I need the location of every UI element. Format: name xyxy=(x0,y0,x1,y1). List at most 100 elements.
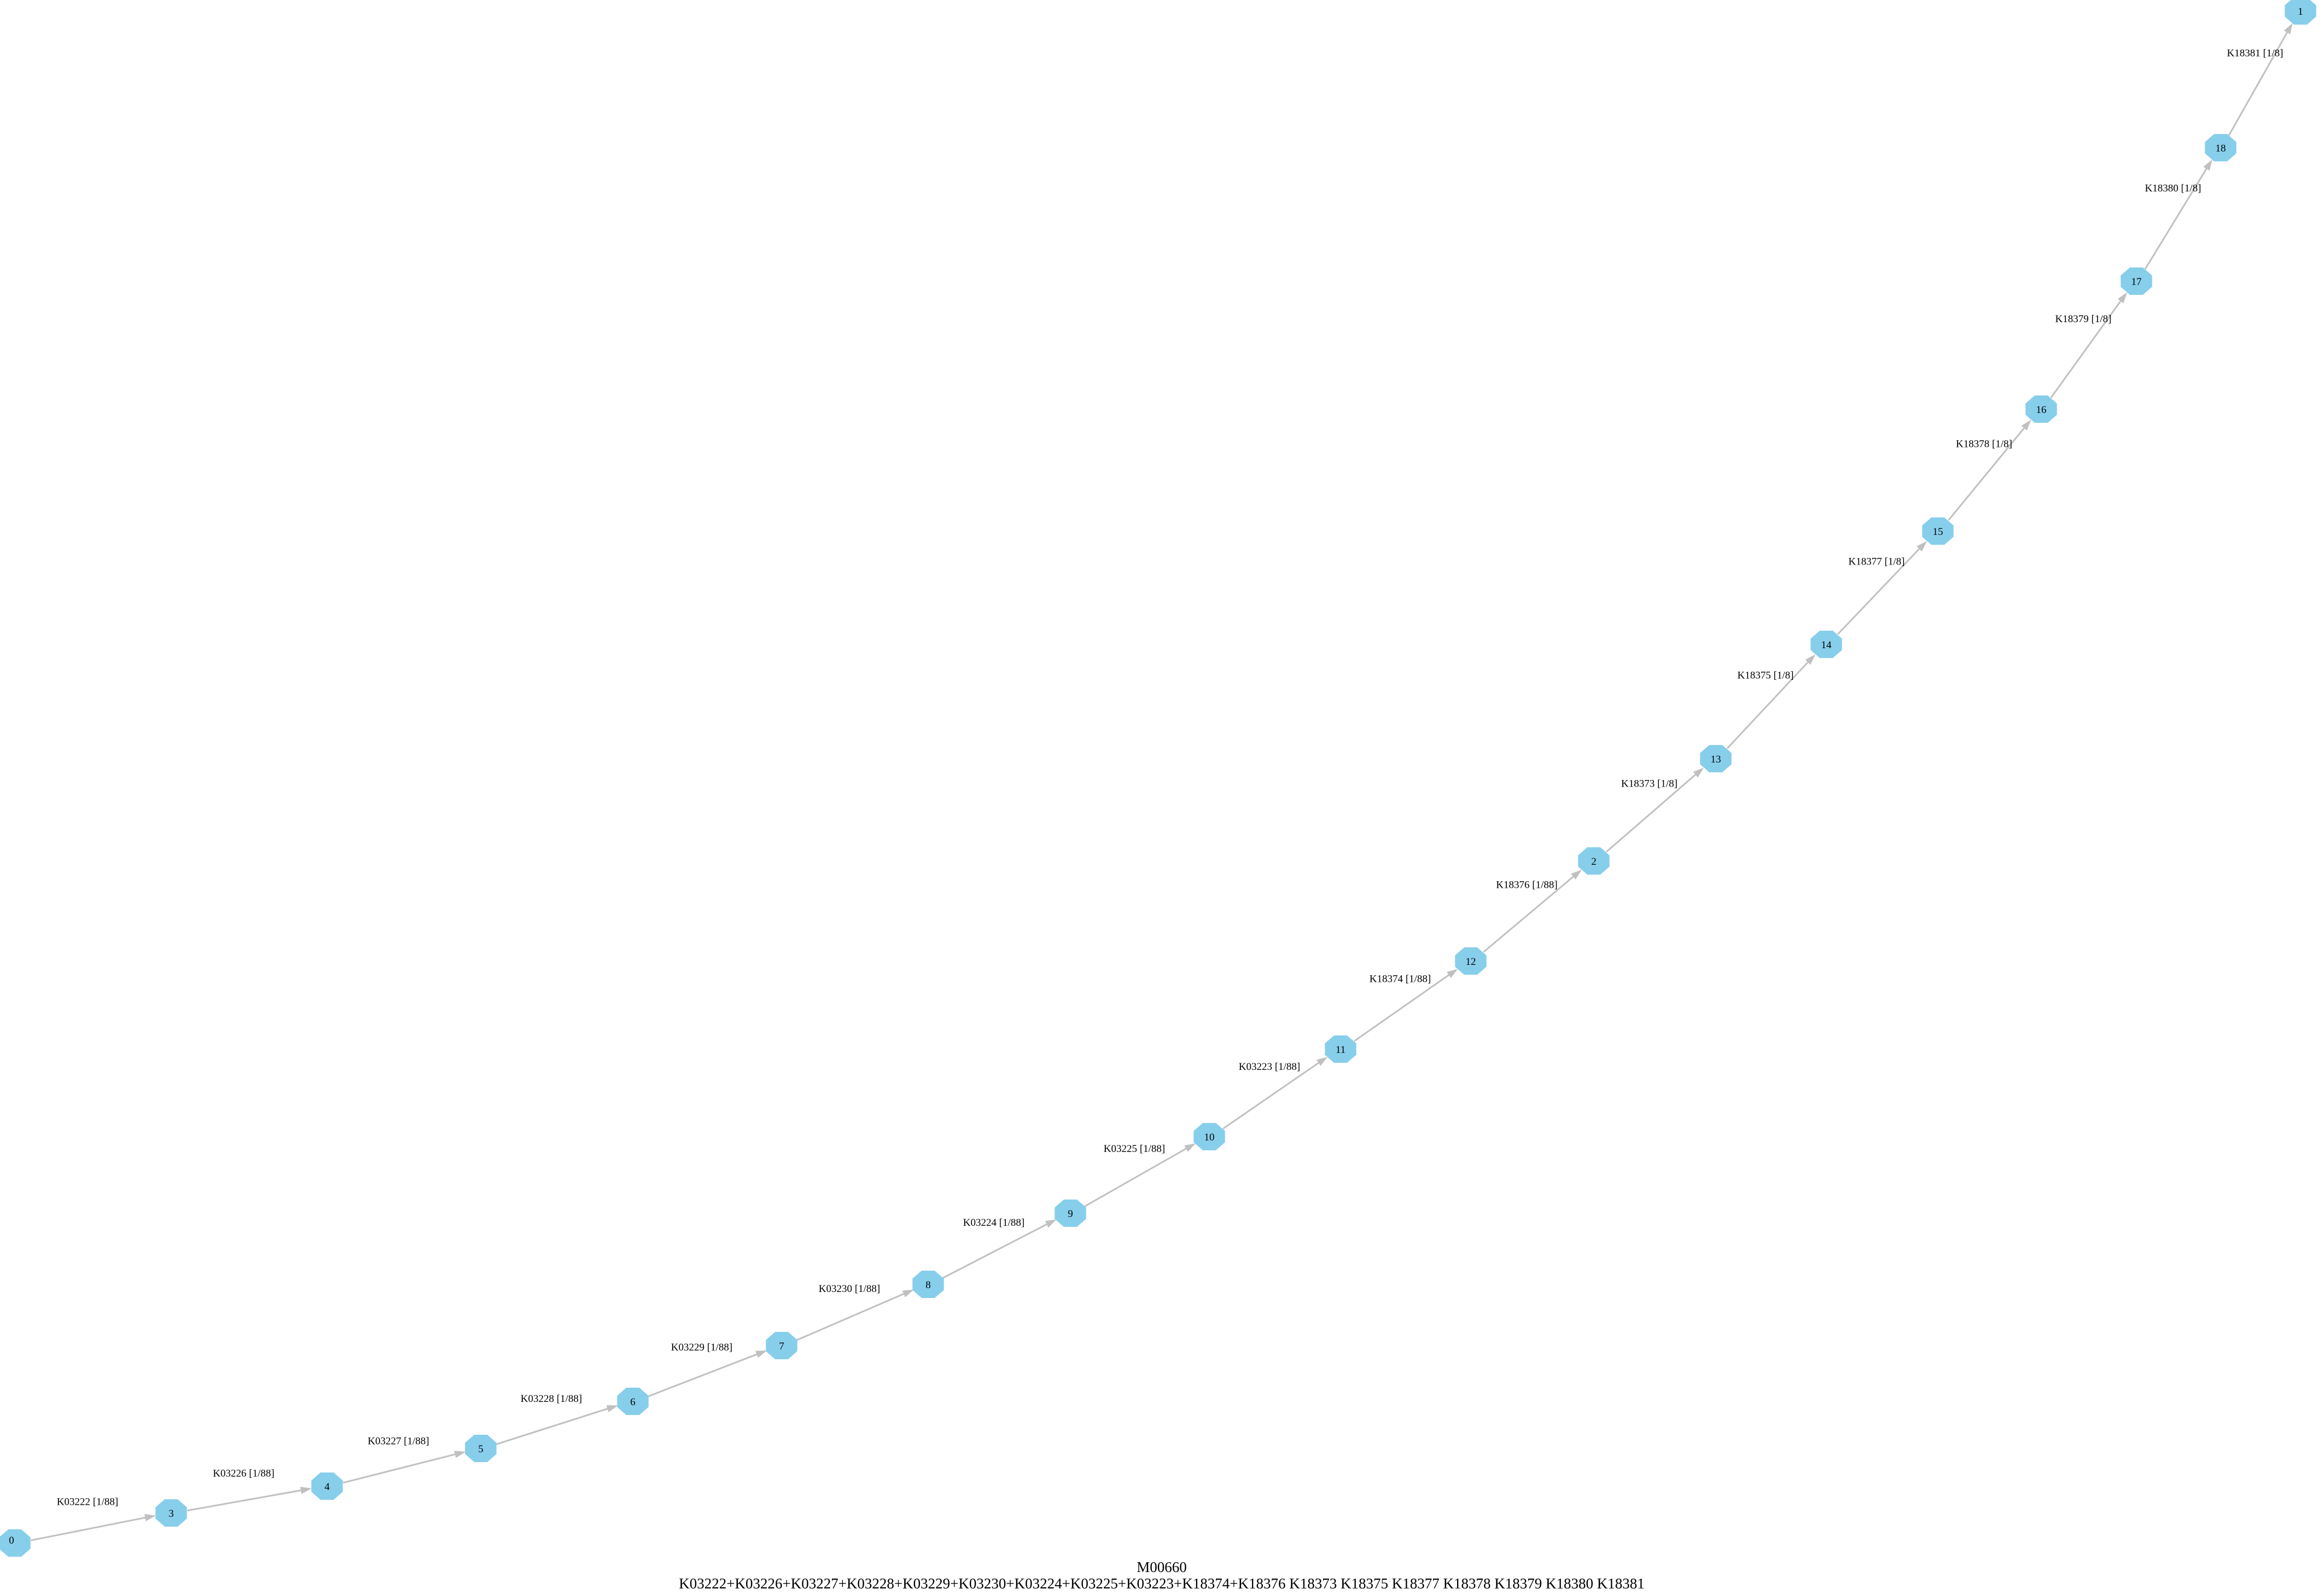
octagon-node-icon xyxy=(2025,395,2057,423)
arrowhead-icon xyxy=(2117,292,2128,304)
arrowhead-icon xyxy=(755,1350,767,1358)
node-15: 15 xyxy=(1922,517,1954,545)
edge-label-k03224-1-88: K03224 [1/88] xyxy=(963,1217,1024,1229)
node-label: 3 xyxy=(168,1508,174,1520)
edge-label-k18375-1-8: K18375 [1/8] xyxy=(1738,670,1794,682)
edge-line xyxy=(1606,773,1697,853)
edge-0-3: K03222 [1/88] xyxy=(31,1497,156,1541)
node-14: 14 xyxy=(1810,631,1842,658)
node-1: 1 xyxy=(2285,0,2316,25)
edge-line xyxy=(796,1293,905,1341)
edge-17-18: K18380 [1/8] xyxy=(2144,159,2212,270)
arrowhead-icon xyxy=(1184,1143,1196,1152)
node-label: 10 xyxy=(1204,1132,1215,1143)
arrowhead-icon xyxy=(2284,22,2293,34)
edge-label-k18373-1-8: K18373 [1/8] xyxy=(1621,778,1678,790)
edge-line xyxy=(1726,661,1809,749)
octagon-node-icon xyxy=(0,1529,31,1557)
edge-label-k03228-1-88: K03228 [1/88] xyxy=(521,1393,582,1405)
node-9: 9 xyxy=(1055,1200,1086,1227)
octagon-node-icon xyxy=(1455,947,1487,975)
edge-line xyxy=(496,1407,608,1445)
node-13: 13 xyxy=(1700,745,1732,772)
edge-14-15: K18377 [1/8] xyxy=(1837,541,1927,635)
edge-9-10: K03225 [1/88] xyxy=(1084,1143,1196,1207)
node-label: 11 xyxy=(1336,1044,1346,1056)
node-label: 17 xyxy=(2131,276,2142,288)
edge-2-13: K18373 [1/8] xyxy=(1606,767,1704,853)
arrowhead-icon xyxy=(1693,767,1704,778)
arrowhead-icon xyxy=(2203,159,2212,171)
edge-line xyxy=(1483,876,1574,953)
node-label: 15 xyxy=(1933,526,1943,538)
arrowhead-icon xyxy=(144,1514,156,1522)
edge-label-k03223-1-88: K03223 [1/88] xyxy=(1239,1061,1300,1073)
edge-15-16: K18378 [1/8] xyxy=(1948,420,2031,521)
arrowhead-icon xyxy=(902,1289,914,1297)
node-8: 8 xyxy=(912,1271,944,1298)
arrowhead-icon xyxy=(454,1451,466,1458)
node-10: 10 xyxy=(1193,1123,1225,1150)
edge-8-9: K03224 [1/88] xyxy=(942,1217,1057,1279)
octagon-node-icon xyxy=(1700,745,1732,772)
octagon-node-icon xyxy=(1922,517,1954,545)
octagon-node-icon xyxy=(1578,847,1610,875)
edge-line xyxy=(1222,1062,1319,1130)
edge-7-8: K03230 [1/88] xyxy=(796,1283,914,1341)
octagon-node-icon xyxy=(912,1271,944,1298)
edge-6-7: K03229 [1/88] xyxy=(648,1342,767,1398)
edge-label-k03225-1-88: K03225 [1/88] xyxy=(1104,1143,1165,1155)
octagon-node-icon xyxy=(1810,631,1842,658)
edge-label-k18377-1-8: K18377 [1/8] xyxy=(1849,556,1905,568)
node-label: 14 xyxy=(1821,639,1832,651)
node-3: 3 xyxy=(155,1499,187,1527)
node-11: 11 xyxy=(1325,1035,1356,1063)
edge-13-14: K18375 [1/8] xyxy=(1726,654,1816,749)
edge-16-17: K18379 [1/8] xyxy=(2050,292,2128,399)
octagon-node-icon xyxy=(1055,1200,1086,1227)
edge-label-k18374-1-88: K18374 [1/88] xyxy=(1370,974,1431,985)
edge-label-k03226-1-88: K03226 [1/88] xyxy=(213,1468,274,1480)
node-0: 0 xyxy=(0,1529,31,1557)
node-18: 18 xyxy=(2205,134,2236,161)
edge-5-6: K03228 [1/88] xyxy=(496,1393,618,1445)
node-label: 6 xyxy=(630,1396,636,1408)
edge-12-2: K18376 [1/88] xyxy=(1483,870,1582,953)
edge-line xyxy=(2050,300,2122,399)
edge-line xyxy=(1353,974,1450,1042)
octagon-node-icon xyxy=(2121,267,2152,295)
node-6: 6 xyxy=(617,1388,649,1415)
node-label: 1 xyxy=(2298,6,2303,18)
octagon-node-icon xyxy=(766,1332,797,1359)
edges-layer: K03222 [1/88] K03226 [1/88] K03227 [1/88] K… xyxy=(31,22,2293,1541)
node-label: 13 xyxy=(1711,754,1721,765)
octagon-node-icon xyxy=(155,1499,187,1527)
node-17: 17 xyxy=(2121,267,2152,295)
edge-label-k18376-1-88: K18376 [1/88] xyxy=(1496,880,1557,891)
node-5: 5 xyxy=(465,1435,497,1462)
edge-line xyxy=(342,1453,456,1484)
octagon-node-icon xyxy=(1325,1035,1356,1063)
node-label: 2 xyxy=(1591,856,1597,868)
edge-line xyxy=(1948,427,2025,521)
edge-label-k03230-1-88: K03230 [1/88] xyxy=(819,1283,880,1295)
arrowhead-icon xyxy=(1316,1057,1328,1066)
edge-label-k18380-1-8: K18380 [1/8] xyxy=(2145,183,2201,194)
arrowhead-icon xyxy=(2021,420,2031,431)
edge-label-k18381-1-8: K18381 [1/8] xyxy=(2227,48,2284,59)
octagon-node-icon xyxy=(465,1435,497,1462)
edge-label-k18379-1-8: K18379 [1/8] xyxy=(2055,313,2112,325)
arrowhead-icon xyxy=(1045,1219,1057,1228)
node-label: 8 xyxy=(925,1279,931,1291)
edge-line xyxy=(2228,32,2288,136)
node-label: 18 xyxy=(2216,143,2226,154)
arrowhead-icon xyxy=(300,1487,312,1494)
octagon-node-icon xyxy=(2285,0,2316,25)
arrowhead-icon xyxy=(1917,541,1927,552)
edge-line xyxy=(31,1517,146,1541)
edge-label-k03227-1-88: K03227 [1/88] xyxy=(368,1436,429,1447)
octagon-node-icon xyxy=(1193,1123,1225,1150)
arrowhead-icon xyxy=(1571,870,1582,880)
edge-18-1: K18381 [1/8] xyxy=(2227,22,2293,136)
edge-line xyxy=(1837,548,1920,635)
